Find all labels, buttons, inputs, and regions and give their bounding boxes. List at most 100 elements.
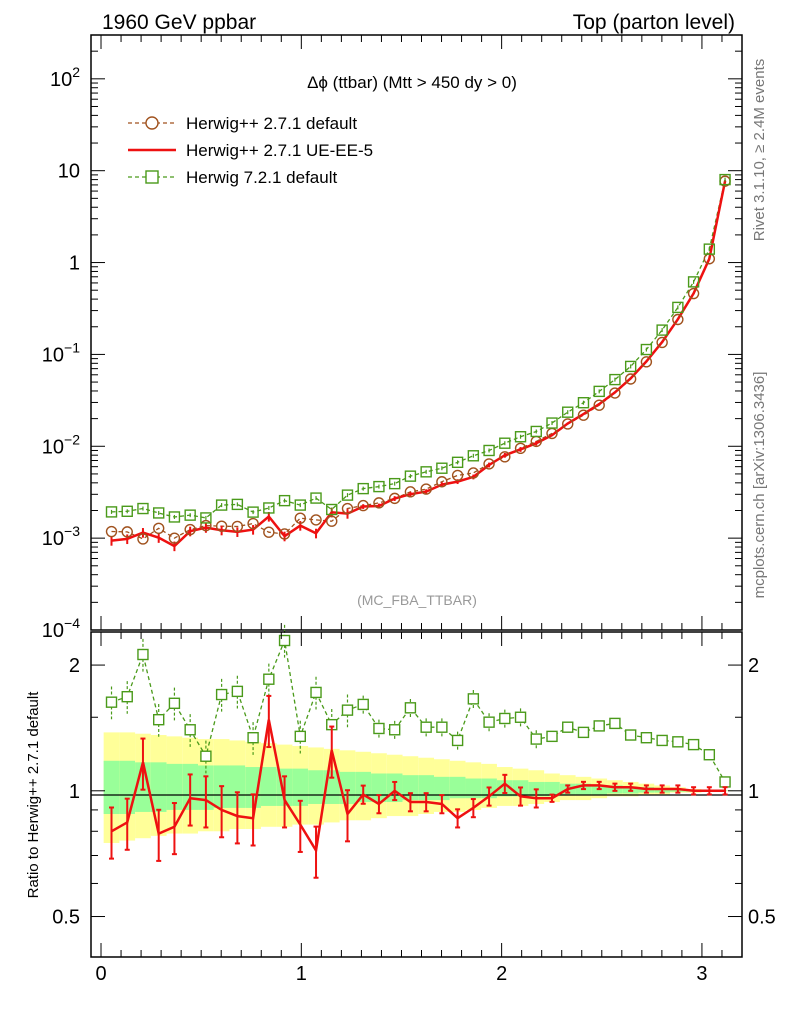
ratio-point-herwig7 [231,685,244,698]
main-y-tick-label: 10−4 [42,615,80,642]
main-axis-ticks: 10−4 10−3 10−2 10−1 1 10 102 [42,35,743,642]
ratio-point-herwig7 [420,721,432,733]
ratio-point-herwig7 [451,734,464,747]
main-panel-frame [90,34,743,631]
point-herwig7 [546,417,558,429]
ratio-point-herwig7 [483,716,495,728]
point-herwig7 [640,343,653,356]
point-herwig-default [687,287,700,300]
band-inner-bin [544,781,560,797]
point-herwig-default [499,451,511,463]
point-herwig7 [672,301,684,314]
ratio-y-tick-label-right: 2 [748,655,759,677]
ratio-point-herwig7 [530,733,542,745]
point-herwig-default [153,522,165,534]
ratio-point-herwig7 [467,693,480,705]
main-y-tick-label: 10 [58,161,80,183]
main-y-tick-label: 10−2 [42,431,80,458]
ratio-point-herwig7 [672,736,684,748]
ratio-point-herwig7 [105,696,118,708]
ratio-point-herwig7 [562,721,574,733]
point-herwig-default [247,517,259,530]
main-y-tick-label: 1 [69,253,80,275]
point-herwig-default [341,502,354,515]
point-herwig-default [137,533,149,545]
point-herwig7 [153,507,165,519]
ratio-point-herwig7 [153,713,165,726]
legend: Herwig++ 2.7.1 default Herwig++ 2.7.1 UE-… [128,114,373,187]
point-herwig-default [451,469,464,482]
point-herwig7 [467,450,480,462]
ratio-x-tick-label: 1 [296,963,307,985]
legend-label: Herwig 7.2.1 default [186,168,337,187]
point-herwig7 [451,456,464,469]
band-inner-bin [402,775,419,801]
point-herwig-default [294,512,306,524]
point-herwig-default [231,520,244,533]
ratio-point-herwig7 [404,702,417,714]
point-herwig7 [137,502,149,515]
ratio-x-tick-label: 2 [496,963,507,985]
point-herwig7 [420,466,432,478]
point-herwig-default [168,532,181,544]
ratio-x-tick-label: 0 [95,963,106,985]
point-herwig7 [357,482,369,495]
point-herwig-default [514,442,527,455]
point-herwig-default [278,528,291,540]
legend-marker-square [145,170,159,184]
point-herwig-default [121,526,133,538]
ratio-point-herwig7 [703,749,716,761]
point-herwig7 [703,243,716,255]
legend-label: Herwig++ 2.7.1 UE-EE-5 [186,141,373,160]
main-y-tick-label: 10−1 [42,339,80,366]
point-herwig-default [483,458,495,470]
point-herwig7 [624,360,637,373]
ratio-x-tick-label: 3 [696,963,707,985]
ratio-point-herwig7 [609,717,621,730]
band-inner-bin [434,776,450,801]
series-line-herwig-ueee5 [111,180,727,548]
ratio-point-herwig7 [687,738,700,751]
ratio-point-herwig7 [357,698,369,711]
point-herwig7 [215,499,228,511]
point-herwig7 [719,173,731,186]
ratio-point-herwig7 [184,724,196,736]
ratio-point-herwig7 [436,721,448,733]
ratio-point-herwig7 [121,690,133,703]
point-herwig7 [200,512,212,524]
point-herwig-default [609,387,621,399]
point-herwig7 [373,480,385,493]
point-herwig-default [105,525,118,538]
point-herwig7 [263,502,275,514]
point-herwig7 [184,509,196,521]
point-herwig7 [326,503,338,516]
ratio-line-herwig-ueee5 [110,719,726,854]
point-herwig-default [624,373,637,385]
ratio-point-herwig7 [577,726,590,739]
ratio-point-herwig7 [137,648,149,661]
point-herwig-default [436,476,448,488]
point-herwig7 [388,477,401,490]
point-herwig-default [326,515,338,527]
band-inner-bin [308,770,324,804]
main-y-tick-label: 102 [50,64,80,91]
ratio-point-herwig7 [388,724,401,736]
point-herwig-default [263,526,275,538]
band-inner-bin [166,763,183,810]
point-herwig-default [672,313,684,326]
band-inner-bin [292,768,309,806]
ratio-point-herwig7 [373,722,385,735]
ratio-point-herwig7 [215,688,228,701]
point-herwig-default [184,523,196,536]
point-herwig-default [640,356,653,368]
ratio-y-tick-label: 1 [69,781,80,803]
series-line-herwig-default [111,180,726,540]
header-process: Top (parton level) [573,11,735,34]
main-title: Δϕ (ttbar) (Mtt > 450 dy > 0) [307,73,517,92]
ratio-point-herwig7 [310,686,322,699]
point-herwig7 [278,494,291,507]
point-herwig-default [420,483,432,495]
ratio-axis-ticks: 0.5 0.5 1 1 2 2 0 1 2 3 [52,632,776,985]
point-herwig-default [215,520,228,532]
ratio-point-herwig7 [499,712,511,725]
